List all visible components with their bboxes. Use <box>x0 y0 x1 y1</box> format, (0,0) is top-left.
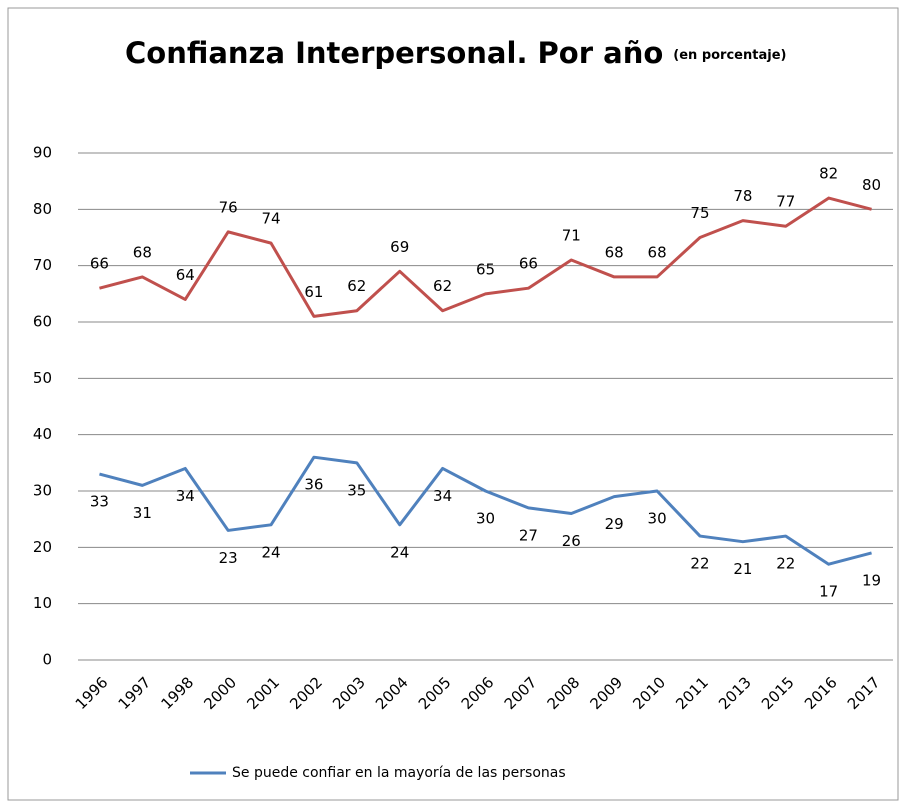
title: Confianza Interpersonal. Por año <box>125 36 663 70</box>
data-label: 64 <box>176 266 195 284</box>
series-line <box>99 196 872 318</box>
data-label: 68 <box>648 243 667 261</box>
data-label: 22 <box>690 555 709 573</box>
data-label: 62 <box>347 277 366 295</box>
data-label: 35 <box>347 481 366 499</box>
legend-label: Se puede confiar en la mayoría de las pe… <box>232 765 566 781</box>
data-label: 77 <box>776 193 795 211</box>
data-label: 69 <box>390 238 409 256</box>
y-tick-label: 0 <box>42 651 52 669</box>
y-tick-label: 30 <box>33 482 52 500</box>
series-line <box>99 455 872 566</box>
data-label: 80 <box>862 176 881 194</box>
data-label: 66 <box>90 255 109 273</box>
data-label: 74 <box>261 210 280 228</box>
data-label: 71 <box>562 227 581 245</box>
data-label: 24 <box>261 543 280 561</box>
data-label: 19 <box>862 571 881 589</box>
data-label: 21 <box>733 560 752 578</box>
data-label: 17 <box>819 583 838 601</box>
chart-border <box>7 7 899 801</box>
y-tick-label: 90 <box>33 144 52 162</box>
data-label: 68 <box>605 243 624 261</box>
data-label: 82 <box>819 165 838 183</box>
y-tick-label: 80 <box>33 200 52 218</box>
data-label: 62 <box>433 277 452 295</box>
data-label: 23 <box>219 549 238 567</box>
data-label: 34 <box>433 487 452 505</box>
data-label: 65 <box>476 260 495 278</box>
data-label: 26 <box>562 532 581 550</box>
data-label: 61 <box>304 283 323 301</box>
data-label: 36 <box>304 476 323 494</box>
y-tick-label: 40 <box>33 425 52 443</box>
data-label: 22 <box>776 555 795 573</box>
y-tick-label: 70 <box>33 256 52 274</box>
data-label: 75 <box>690 204 709 222</box>
y-tick-label: 60 <box>33 313 52 331</box>
data-label: 66 <box>519 255 538 273</box>
chart-title: Confianza Interpersonal. Por año (en porc… <box>125 36 786 70</box>
data-label: 68 <box>133 243 152 261</box>
data-label: 30 <box>476 510 495 528</box>
y-tick-label: 50 <box>33 369 52 387</box>
data-label: 29 <box>605 515 624 533</box>
data-label: 78 <box>733 187 752 205</box>
data-label: 34 <box>176 487 195 505</box>
data-label: 31 <box>133 504 152 522</box>
y-tick-label: 20 <box>33 538 52 556</box>
y-tick-label: 10 <box>33 594 52 612</box>
data-label: 27 <box>519 526 538 544</box>
data-label: 30 <box>648 510 667 528</box>
subtitle: (en porcentaje) <box>673 48 786 63</box>
data-label: 33 <box>90 493 109 511</box>
data-label: 24 <box>390 543 409 561</box>
data-label: 76 <box>219 198 238 216</box>
